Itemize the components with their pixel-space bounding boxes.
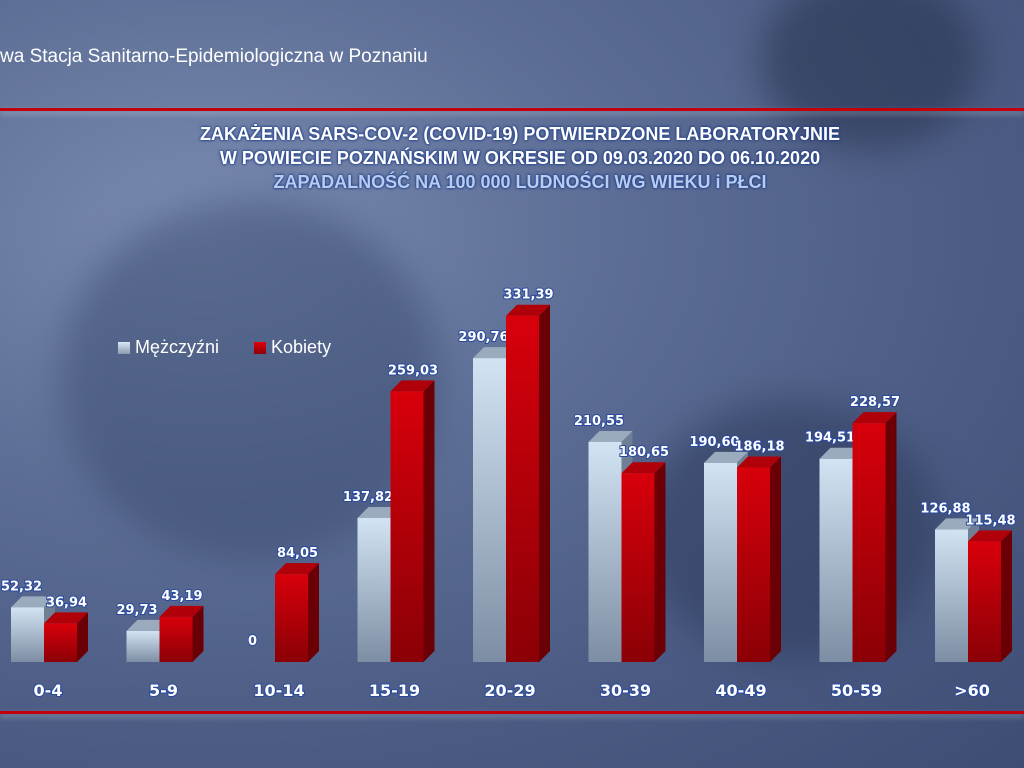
bar-front xyxy=(968,541,1001,662)
legend-item-women: Kobiety xyxy=(254,337,331,358)
data-label: 43,19 xyxy=(161,589,202,604)
bar-women-20-29 xyxy=(506,304,550,662)
data-label: 290,76 xyxy=(458,330,508,345)
category-label: 30-39 xyxy=(600,681,651,700)
organization-name: wa Stacja Sanitarno-Epidemiologiczna w P… xyxy=(0,46,428,67)
category-label: 0-4 xyxy=(34,681,63,700)
bar-top xyxy=(11,596,55,608)
bar-women-5-9 xyxy=(159,605,204,662)
bar-front xyxy=(621,473,655,662)
data-label: 331,39 xyxy=(503,288,553,303)
bar-front xyxy=(275,574,308,662)
data-label: 228,57 xyxy=(850,395,900,410)
bar-side xyxy=(308,563,319,662)
bar-front xyxy=(935,529,968,662)
data-label: 186,18 xyxy=(734,439,784,454)
legend-swatch xyxy=(254,341,267,354)
legend: Mężczyźni Kobiety xyxy=(118,337,361,359)
bar-side xyxy=(192,605,204,662)
bar-side xyxy=(423,380,435,662)
bar-top xyxy=(704,451,748,463)
bar-side xyxy=(539,304,550,662)
bar-side xyxy=(1001,530,1012,662)
bar-top xyxy=(506,304,550,316)
bar-women-0-4 xyxy=(44,612,88,662)
data-label: 259,03 xyxy=(388,363,438,378)
bottom-divider xyxy=(0,711,1024,714)
category-label: 50-59 xyxy=(831,681,882,700)
category-label: 10-14 xyxy=(253,681,304,700)
legend-swatch xyxy=(118,341,130,354)
virus-background xyxy=(60,200,440,560)
bar-front xyxy=(473,358,506,662)
bar-top xyxy=(968,530,1012,542)
bar-front xyxy=(506,315,539,662)
bar-top xyxy=(852,412,897,424)
bar-women->60 xyxy=(968,530,1012,662)
chart-title-line-2: W POWIECIE POZNAŃSKIM W OKRESIE OD 09.03… xyxy=(219,148,821,168)
bar-front xyxy=(588,441,622,662)
top-divider xyxy=(0,108,1024,111)
bar-front xyxy=(126,630,160,662)
data-label: 180,65 xyxy=(619,445,669,460)
data-label: 126,88 xyxy=(920,501,970,516)
bar-women-40-49 xyxy=(737,456,781,662)
bar-women-50-59 xyxy=(852,412,897,662)
category-label: 5-9 xyxy=(149,681,178,700)
category-label: >60 xyxy=(954,681,990,700)
data-label: 36,94 xyxy=(46,595,87,610)
bar-top xyxy=(588,430,633,442)
bar-women-15-19 xyxy=(390,380,435,662)
bar-women-30-39 xyxy=(621,462,666,662)
data-label: 0 xyxy=(248,634,257,649)
bar-top xyxy=(44,612,88,624)
legend-label: Mężczyźni xyxy=(135,337,220,357)
legend-label: Kobiety xyxy=(271,337,332,357)
bar-side xyxy=(885,412,897,662)
data-label: 84,05 xyxy=(277,546,318,561)
bar-top xyxy=(621,462,666,474)
bar-front xyxy=(737,467,770,662)
bar-front xyxy=(852,423,886,662)
bar-top xyxy=(275,563,319,575)
bar-front xyxy=(819,458,853,662)
data-label: 137,82 xyxy=(343,490,393,505)
data-label: 115,48 xyxy=(965,513,1015,528)
bar-top xyxy=(935,518,979,530)
data-label: 210,55 xyxy=(574,414,624,429)
bar-front xyxy=(159,616,193,662)
bar-side xyxy=(77,612,88,662)
bar-top xyxy=(737,456,781,468)
category-label: 40-49 xyxy=(715,681,766,700)
bar-top xyxy=(390,380,435,392)
bar-front xyxy=(704,462,737,662)
data-label: 194,51 xyxy=(805,431,855,446)
data-label: 190,60 xyxy=(689,435,739,450)
bar-front xyxy=(44,623,77,662)
legend-item-men: Mężczyźni xyxy=(118,337,219,358)
virus-background xyxy=(760,0,980,150)
chart-title-line-1: ZAKAŻENIA SARS-COV-2 (COVID-19) POTWIERD… xyxy=(199,124,841,144)
bar-side xyxy=(654,462,666,662)
bar-front xyxy=(11,607,44,662)
bar-top xyxy=(159,605,204,617)
chart-subtitle: ZAPADALNOŚĆ NA 100 000 LUDNOŚCI WG WIEKU… xyxy=(273,172,767,192)
bar-front xyxy=(390,391,424,662)
category-label: 15-19 xyxy=(369,681,420,700)
bar-front xyxy=(357,517,391,662)
data-label: 29,73 xyxy=(116,603,157,618)
data-label: 52,32 xyxy=(1,579,42,594)
category-label: 20-29 xyxy=(484,681,535,700)
bar-side xyxy=(770,456,781,662)
bar-women-10-14 xyxy=(275,563,319,662)
